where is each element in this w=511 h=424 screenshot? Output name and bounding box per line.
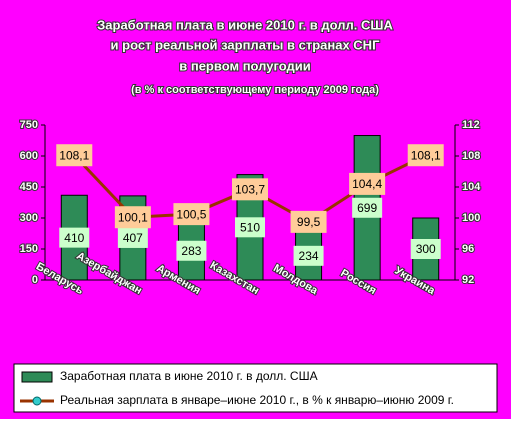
line-label-box (114, 206, 151, 229)
line-label-box (349, 172, 386, 195)
chart-title-line: Заработная плата в июне 2010 г. в долл. … (97, 17, 393, 32)
bar-value-label: 283 (181, 244, 201, 258)
legend-swatch (21, 371, 53, 383)
line-label-box (407, 144, 444, 167)
line-value-label: 104,4 (352, 177, 382, 191)
bar-value-label: 300 (416, 242, 436, 256)
legend-label: Реальная зарплата в январе–июне 2010 г.,… (60, 393, 454, 407)
line-value-label: 103,7 (235, 182, 265, 196)
line-label-box (290, 210, 327, 233)
line-label-box (232, 178, 268, 201)
y-tick-label: 600 (20, 150, 38, 162)
legend-label: Заработная плата в июне 2010 г. в долл. … (60, 369, 318, 383)
bar-value-label: 699 (357, 201, 377, 215)
y-tick-label: 150 (20, 243, 38, 255)
y-tick-label: 0 (32, 274, 38, 286)
line-value-label: 108,1 (59, 148, 89, 162)
line-value-label: 108,1 (411, 148, 441, 162)
bar-value-label: 410 (64, 231, 84, 245)
bar-label-box (352, 197, 383, 218)
chart-title-line: в первом полугодии (179, 58, 310, 73)
y2-tick-label: 96 (462, 243, 474, 255)
bar-label-box (235, 217, 265, 238)
y2-tick-label: 108 (462, 150, 480, 162)
bar-label-box (293, 245, 324, 266)
bar-value-label: 407 (123, 231, 143, 245)
line-label-box (56, 144, 93, 167)
chart-title-line: и рост реальной зарплаты в странах СНГ (111, 37, 381, 52)
line-value-label: 100,5 (176, 207, 206, 221)
bar-value-label: 234 (299, 249, 319, 263)
bar-label-box (117, 227, 148, 248)
bar-label-box (410, 239, 441, 259)
chart-subtitle: (в % к соответствующему периоду 2009 год… (131, 84, 379, 96)
line-value-label: 99,5 (297, 215, 321, 229)
y-tick-label: 450 (20, 181, 38, 193)
line-value-label: 100,1 (118, 210, 148, 224)
line-label-box (173, 203, 210, 226)
bar-label-box (176, 240, 207, 261)
legend-box (13, 363, 498, 413)
y2-tick-label: 92 (462, 274, 474, 286)
y2-tick-label: 112 (462, 119, 480, 131)
bar-value-label: 510 (240, 220, 260, 234)
y-tick-label: 750 (20, 119, 38, 131)
y2-tick-label: 100 (462, 212, 480, 224)
bar-label-box (59, 227, 90, 248)
legend-marker (32, 396, 42, 406)
y2-tick-label: 104 (462, 181, 481, 193)
y-tick-label: 300 (20, 212, 38, 224)
